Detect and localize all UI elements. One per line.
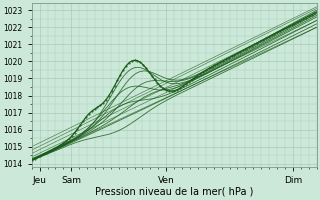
X-axis label: Pression niveau de la mer( hPa ): Pression niveau de la mer( hPa ): [95, 187, 253, 197]
